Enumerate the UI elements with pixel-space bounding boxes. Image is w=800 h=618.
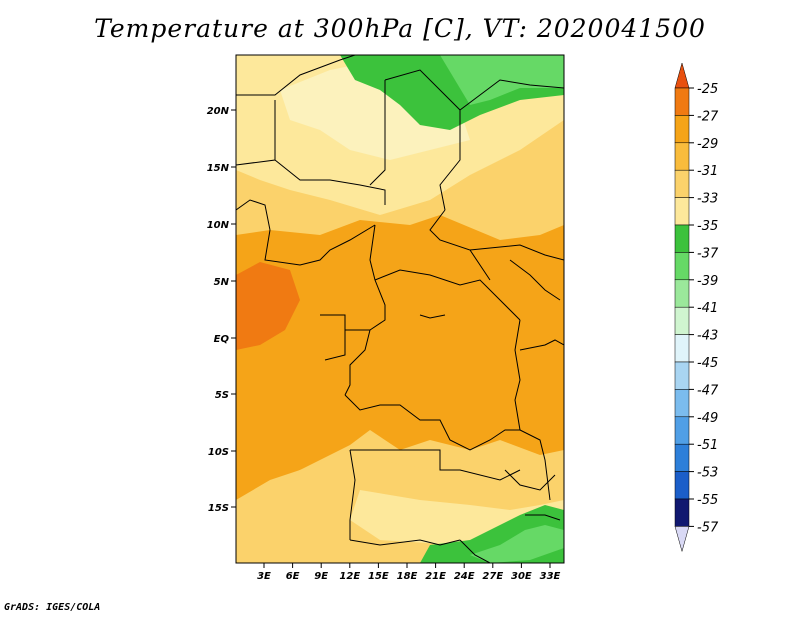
lat-tick-label: 15N <box>207 163 230 174</box>
colorbar-label: -45 <box>697 356 718 371</box>
colorbar-segment <box>674 443 690 472</box>
longitude-axis: 3E 6E 9E 12E 15E 18E 21E 24E 27E 30E 33E <box>257 563 561 582</box>
colorbar-segment <box>674 142 690 171</box>
colorbar-segment <box>674 334 690 363</box>
colorbar-label: -35 <box>697 219 718 234</box>
lat-tick-label: 5S <box>215 390 229 401</box>
colorbar-label: -31 <box>697 164 718 179</box>
colorbar-label: -29 <box>697 137 718 152</box>
colorbar-segment <box>674 361 690 390</box>
lat-tick-label: 10N <box>207 220 230 231</box>
lon-tick-label: 21E <box>425 571 446 582</box>
colorbar-segment <box>674 87 690 116</box>
lon-tick-label: 18E <box>397 571 418 582</box>
colorbar-label: -43 <box>697 329 718 344</box>
lon-tick-label: 33E <box>540 571 561 582</box>
colorbar-label: -25 <box>697 82 718 97</box>
grads-credit: GrADS: IGES/COLA <box>4 602 101 613</box>
colorbar-segment <box>674 197 690 226</box>
colorbar: -25 -27 -29 -31 -33 -35 -37 -39 -41 -43 -45 -47 -49 -… <box>674 62 719 553</box>
map-title: Temperature at 300hPa [C], VT: 202004150… <box>94 14 706 43</box>
lon-tick-label: 3E <box>257 571 271 582</box>
temperature-band-29 <box>236 215 564 500</box>
lat-tick-label: 15S <box>208 503 229 514</box>
colorbar-segment <box>674 224 690 253</box>
colorbar-segment <box>674 279 690 308</box>
lat-tick-label: 20N <box>207 106 230 117</box>
colorbar-segment <box>674 416 690 445</box>
lat-tick-label: 10S <box>208 447 229 458</box>
lat-tick-label: 5N <box>214 277 230 288</box>
map-plot-area <box>236 55 564 563</box>
colorbar-segment <box>674 115 690 144</box>
colorbar-label: -39 <box>697 274 718 289</box>
colorbar-top-arrow <box>674 62 690 89</box>
colorbar-label: -47 <box>697 383 719 398</box>
colorbar-label: -53 <box>697 466 718 481</box>
lon-tick-label: 6E <box>286 571 300 582</box>
temperature-band-27 <box>236 262 300 350</box>
country-borders <box>236 55 564 563</box>
colorbar-segment <box>674 471 690 500</box>
colorbar-label: -27 <box>697 109 719 124</box>
lon-tick-label: 30E <box>511 571 532 582</box>
colorbar-label: -37 <box>697 246 719 261</box>
colorbar-bottom-arrow <box>674 526 690 553</box>
colorbar-segment <box>674 498 690 527</box>
colorbar-label: -33 <box>697 192 718 207</box>
colorbar-label: -55 <box>697 493 718 508</box>
colorbar-segment <box>674 252 690 281</box>
cold-region-south-light <box>470 525 564 563</box>
latitude-axis: 20N 15N 10N 5N EQ 5S 10S 15S <box>207 106 236 514</box>
lon-tick-label: 24E <box>454 571 475 582</box>
colorbar-label: -51 <box>697 438 718 453</box>
map-frame <box>235 54 565 564</box>
colorbar-label: -57 <box>697 520 719 535</box>
lon-tick-label: 27E <box>482 571 503 582</box>
colorbar-segment <box>674 389 690 418</box>
lon-tick-label: 15E <box>368 571 389 582</box>
colorbar-segment <box>674 169 690 198</box>
colorbar-label: -49 <box>697 411 718 426</box>
lon-tick-label: 9E <box>314 571 328 582</box>
lat-tick-label: EQ <box>214 334 230 345</box>
colorbar-segment <box>674 306 690 335</box>
lon-tick-label: 12E <box>339 571 360 582</box>
colorbar-label: -41 <box>697 301 718 316</box>
